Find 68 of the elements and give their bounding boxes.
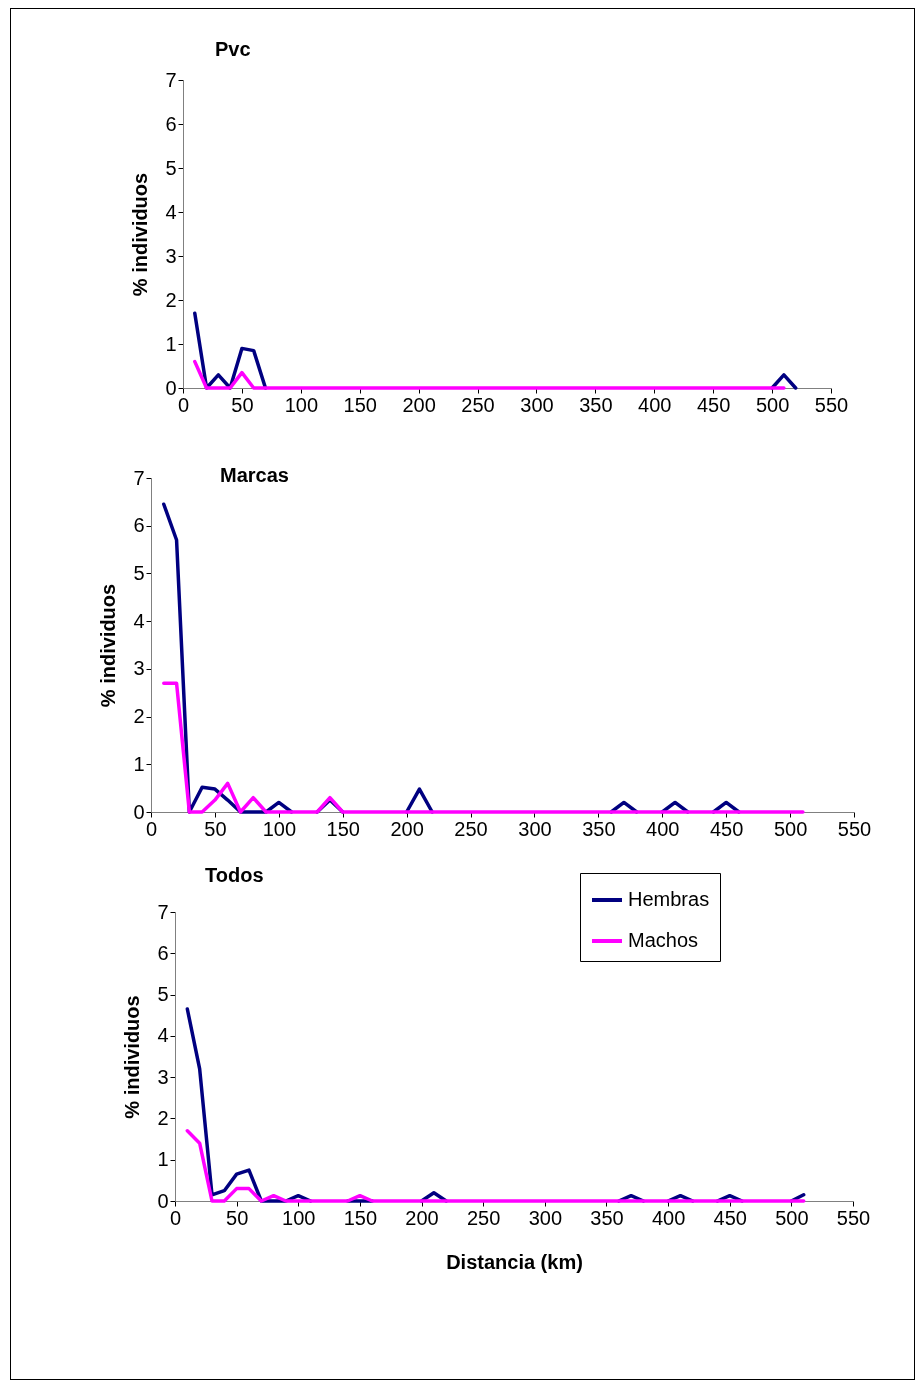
y-tick-label: 2	[165, 288, 177, 311]
y-tick-label: 7	[165, 68, 177, 91]
y-tick-label: 3	[133, 657, 145, 680]
x-tick-label: 400	[646, 817, 680, 840]
y-tick-label: 2	[133, 705, 145, 728]
y-tick-label: 4	[165, 200, 177, 223]
x-tick-label: 50	[231, 393, 254, 416]
chart-title: Todos	[205, 863, 264, 886]
y-tick-label: 2	[157, 1106, 169, 1129]
y-tick-label: 3	[157, 1065, 169, 1088]
x-tick-label: 200	[402, 393, 436, 416]
x-tick-label: 550	[836, 1206, 871, 1229]
x-tick-label: 450	[713, 1206, 747, 1229]
x-tick-label: 100	[262, 817, 297, 840]
legend-label: Machos	[628, 929, 699, 951]
y-tick-label: 6	[165, 112, 177, 135]
x-tick-label: 150	[343, 393, 377, 416]
x-tick-label: 150	[326, 817, 360, 840]
y-axis-title: % individuos	[97, 583, 120, 708]
line-series	[185, 1129, 806, 1203]
x-tick-label: 200	[390, 817, 424, 840]
x-tick-label: 450	[696, 393, 731, 416]
x-tick-label: 200	[405, 1206, 439, 1229]
x-tick-label: 550	[837, 817, 872, 840]
x-tick-label: 50	[226, 1206, 249, 1229]
x-tick-label: 400	[638, 393, 672, 416]
x-tick-label: 250	[454, 817, 488, 840]
x-axis-title: Distancia (km)	[446, 1250, 583, 1273]
y-tick-label: 7	[133, 466, 145, 489]
x-tick-label: 500	[755, 393, 790, 416]
y-tick-label: 5	[165, 156, 177, 179]
line-series	[162, 681, 805, 814]
x-tick-label: 500	[773, 817, 808, 840]
x-tick-label: 250	[466, 1206, 501, 1229]
y-tick-label: 1	[165, 332, 177, 355]
y-axis-title: % individuos	[129, 172, 152, 297]
y-tick-label: 4	[157, 1024, 169, 1047]
y-axis-title: % individuos	[121, 995, 144, 1119]
x-tick-label: 500	[775, 1206, 809, 1229]
x-tick-label: 250	[461, 393, 495, 416]
x-tick-label: 350	[582, 817, 616, 840]
y-tick-label: 0	[165, 376, 177, 399]
chart-title: Marcas	[220, 464, 289, 486]
x-tick-label: 50	[204, 817, 227, 840]
y-tick-label: 0	[133, 800, 145, 823]
y-tick-label: 4	[133, 609, 145, 632]
x-tick-label: 100	[284, 393, 319, 416]
y-tick-label: 1	[133, 752, 145, 775]
x-tick-label: 350	[590, 1206, 624, 1229]
chart-title: Pvc	[215, 38, 251, 60]
x-tick-label: 350	[579, 393, 613, 416]
x-tick-label: 450	[709, 817, 744, 840]
y-tick-label: 1	[157, 1148, 169, 1171]
x-tick-label: 150	[343, 1206, 378, 1229]
y-tick-label: 7	[157, 900, 169, 923]
x-tick-label: 100	[282, 1206, 316, 1229]
y-tick-label: 6	[157, 941, 169, 964]
x-tick-label: 300	[520, 393, 554, 416]
y-tick-label: 5	[133, 561, 145, 584]
legend-label: Hembras	[628, 888, 710, 910]
x-tick-label: 400	[651, 1206, 686, 1229]
y-tick-label: 5	[157, 983, 169, 1006]
x-tick-label: 300	[518, 817, 552, 840]
x-tick-label: 550	[814, 393, 849, 416]
y-tick-label: 0	[157, 1189, 169, 1212]
x-tick-label: 300	[528, 1206, 563, 1229]
y-tick-label: 6	[133, 514, 145, 537]
y-tick-label: 3	[165, 244, 177, 267]
